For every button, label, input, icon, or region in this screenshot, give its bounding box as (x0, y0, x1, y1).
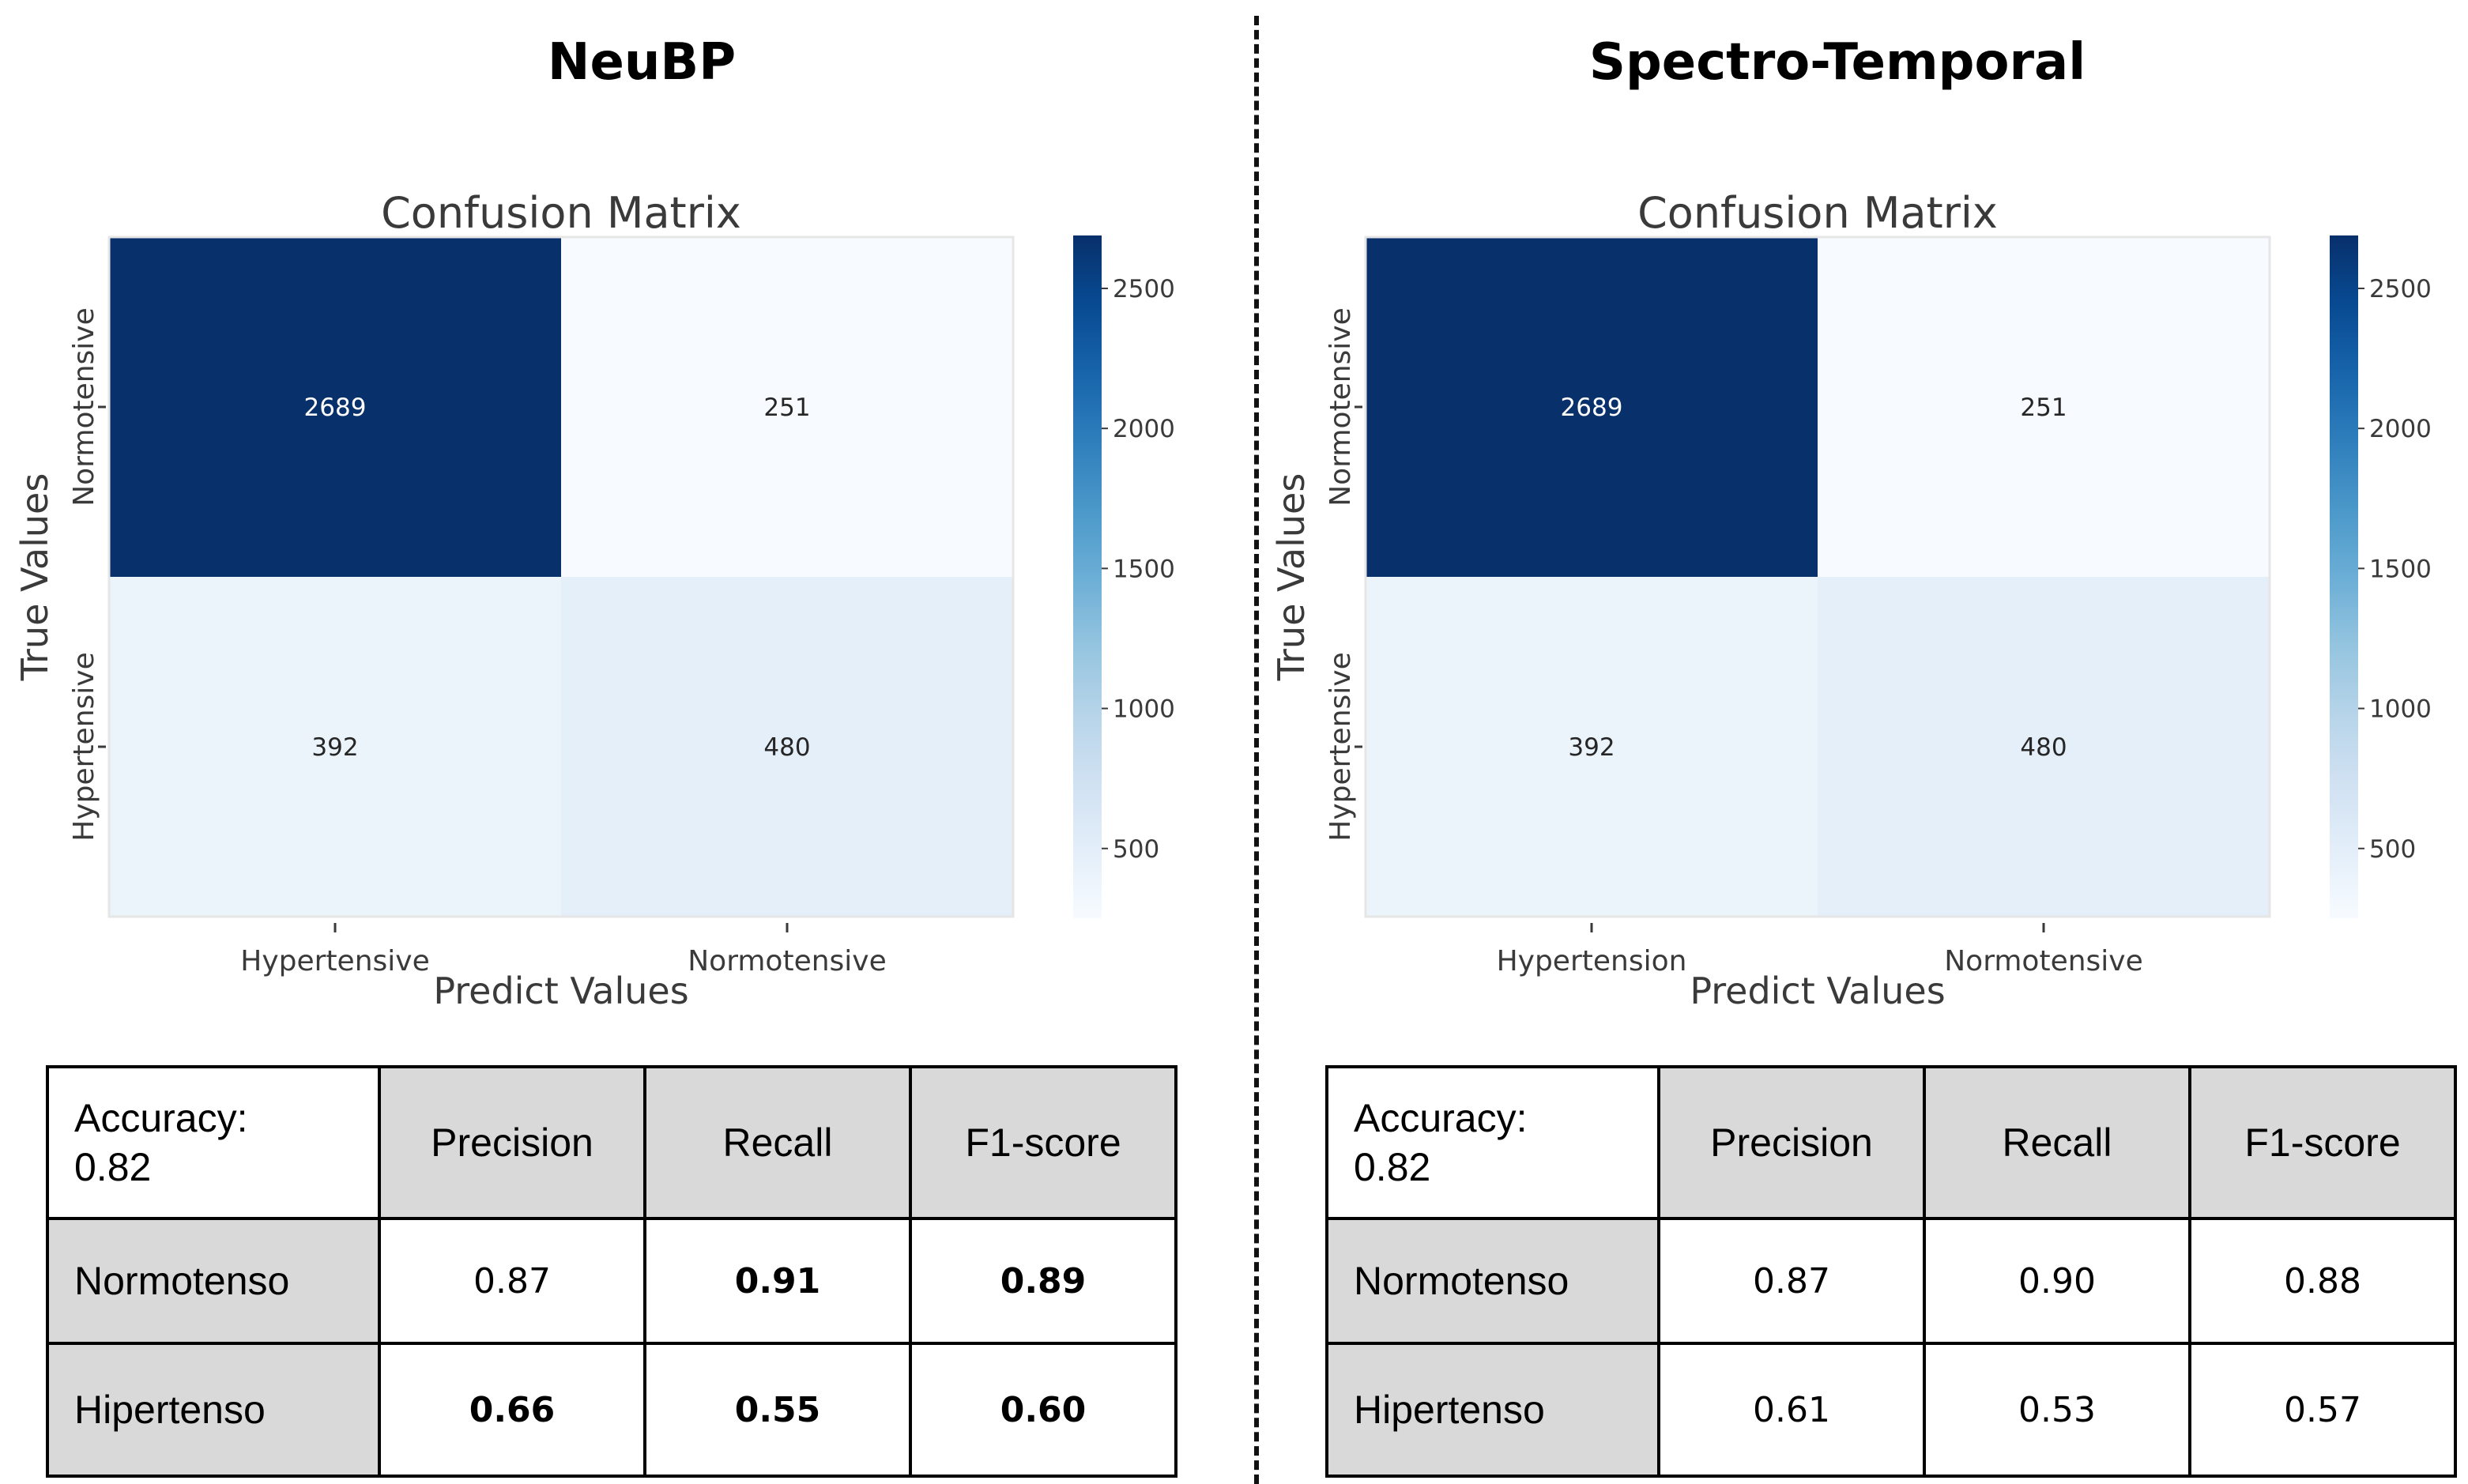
accuracy-cell: Accuracy: 0.82 (1325, 1065, 1660, 1220)
hipertenso-precision: 0.66 (378, 1342, 646, 1478)
colorbar (2330, 235, 2358, 918)
cell-value-r0-c1: 251 (763, 394, 810, 422)
colorbar-tick-label: 1500 (1113, 555, 1175, 583)
panel-title-spectro-temporal: Spectro-Temporal (1588, 33, 2086, 92)
cell-value-r0-c1: 251 (2020, 394, 2067, 422)
colorbar-tick-label: 1000 (1113, 695, 1175, 724)
y-axis-label: True Values (1270, 473, 1313, 682)
heatmap-cell-r0-c0 (1366, 237, 1818, 577)
x-tick-label: Hypertension (1497, 945, 1687, 977)
normotenso-recall: 0.90 (1923, 1217, 2191, 1345)
y-tick-label: Hypertensive (68, 652, 100, 841)
colorbar-tick-label: 2500 (2369, 275, 2432, 303)
confusion-matrix-spectro-temporal: Confusion Matrix 2689 251 392 480 Hypertensio… (1270, 188, 2432, 1012)
row-label-normotenso: Normotenso (46, 1217, 381, 1345)
chart-title: Confusion Matrix (381, 188, 741, 238)
y-tick-label: Normotensive (1324, 307, 1357, 507)
panel-title-neubp: NeuBP (547, 33, 737, 92)
header-precision: Precision (1657, 1065, 1926, 1220)
header-f1-score: F1-score (909, 1065, 1177, 1220)
cell-value-r1-c0: 392 (311, 733, 358, 762)
colorbar (1073, 235, 1102, 918)
header-recall: Recall (1923, 1065, 2191, 1220)
colorbar-tick-label: 500 (2369, 835, 2416, 864)
heatmap-cell-r0-c1 (1818, 237, 2270, 577)
hipertenso-precision: 0.61 (1657, 1342, 1926, 1478)
heatmap-cell-r1-c1 (561, 577, 1013, 917)
y-tick-label: Hypertensive (1324, 652, 1357, 841)
accuracy-value: 0.82 (74, 1145, 152, 1189)
metrics-table-spectro-temporal: Accuracy: 0.82 Precision Recall F1-score… (1325, 1065, 2457, 1478)
colorbar-tick-label: 500 (1113, 835, 1159, 864)
cell-value-r0-c0: 2689 (304, 394, 367, 422)
colorbar-tick-label: 2000 (2369, 415, 2432, 443)
colorbar-tick-label: 2500 (1113, 275, 1175, 303)
header-precision: Precision (378, 1065, 646, 1220)
heatmap-cell-r1-c1 (1818, 577, 2270, 917)
colorbar-tick-label: 2000 (1113, 415, 1175, 443)
normotenso-precision: 0.87 (1657, 1217, 1926, 1345)
heatmap-cell-r1-c0 (1366, 577, 1818, 917)
row-label-normotenso: Normotenso (1325, 1217, 1660, 1345)
x-axis-label: Predict Values (1690, 970, 1945, 1012)
accuracy-label: Accuracy: (1354, 1095, 1528, 1140)
accuracy-cell: Accuracy: 0.82 (46, 1065, 381, 1220)
y-tick-label: Normotensive (68, 307, 100, 507)
y-axis-label: True Values (13, 473, 56, 682)
row-label-hipertenso: Hipertenso (46, 1342, 381, 1478)
metrics-table-neubp: Accuracy: 0.82 Precision Recall F1-score… (46, 1065, 1177, 1478)
normotenso-precision: 0.87 (378, 1217, 646, 1345)
cell-value-r1-c1: 480 (763, 733, 810, 762)
confusion-matrix-neubp: Confusion Matrix 2689 251 392 480 Hypertensiv… (13, 188, 1175, 1012)
cell-value-r0-c0: 2689 (1561, 394, 1623, 422)
colorbar-tick-label: 1000 (2369, 695, 2432, 724)
accuracy-value: 0.82 (1354, 1145, 1431, 1189)
row-label-hipertenso: Hipertenso (1325, 1342, 1660, 1478)
x-tick-label: Normotensive (1944, 945, 2143, 977)
normotenso-recall: 0.91 (643, 1217, 912, 1345)
x-tick-label: Normotensive (688, 945, 887, 977)
colorbar-tick-label: 1500 (2369, 555, 2432, 583)
heatmap-frame (107, 235, 1015, 918)
normotenso-f1-score: 0.89 (909, 1217, 1177, 1345)
normotenso-f1-score: 0.88 (2188, 1217, 2457, 1345)
hipertenso-f1-score: 0.60 (909, 1342, 1177, 1478)
x-tick-label: Hypertensive (240, 945, 429, 977)
x-axis-label: Predict Values (433, 970, 688, 1012)
hipertenso-recall: 0.53 (1923, 1342, 2191, 1478)
header-recall: Recall (643, 1065, 912, 1220)
chart-title: Confusion Matrix (1637, 188, 1998, 238)
panel-divider (1254, 16, 1259, 1484)
cell-value-r1-c1: 480 (2020, 733, 2067, 762)
hipertenso-recall: 0.55 (643, 1342, 912, 1478)
heatmap-cell-r0-c0 (109, 237, 561, 577)
accuracy-label: Accuracy: (74, 1095, 248, 1140)
hipertenso-f1-score: 0.57 (2188, 1342, 2457, 1478)
heatmap-cell-r1-c0 (109, 577, 561, 917)
heatmap-cell-r0-c1 (561, 237, 1013, 577)
heatmap-frame (1364, 235, 2271, 918)
header-f1-score: F1-score (2188, 1065, 2457, 1220)
cell-value-r1-c0: 392 (1568, 733, 1615, 762)
